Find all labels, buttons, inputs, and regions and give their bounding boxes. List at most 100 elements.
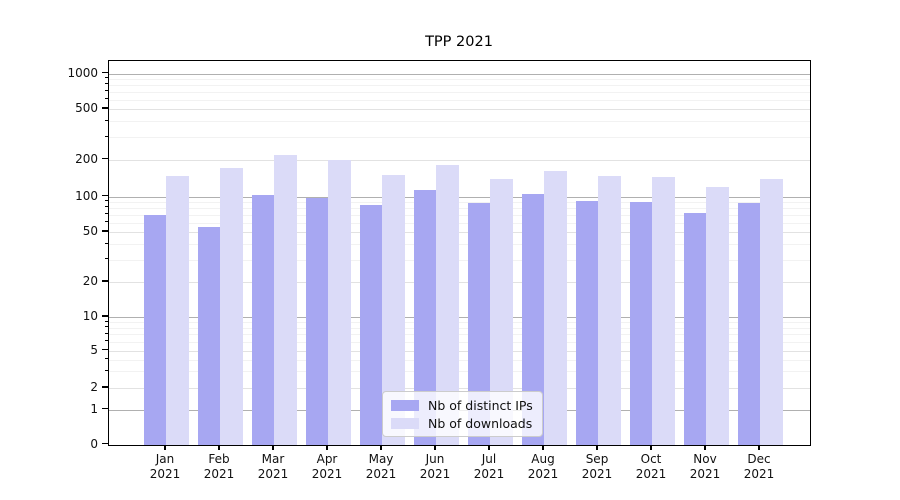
y-axis-minor-tick [104,77,108,79]
y-axis-label: 20 [82,274,98,288]
bar-downloads[interactable] [544,170,567,445]
y-axis-tick [101,157,108,160]
bar-downloads[interactable] [382,175,405,445]
y-axis-label: 1000 [67,65,98,80]
bar-distinct-ips[interactable] [143,214,166,445]
x-axis-tick [596,445,598,450]
bar-distinct-ips[interactable] [629,202,652,445]
x-axis-tick [542,445,544,450]
y-axis-minor-tick [104,135,108,137]
minor-gridline [109,214,810,216]
y-axis-minor-tick [104,98,108,100]
x-axis-tick [758,445,760,450]
x-axis-tick [434,445,436,450]
x-axis-label: Mar 2021 [257,452,289,481]
bar-downloads[interactable] [328,160,351,445]
gridline [109,388,810,389]
bar-distinct-ips[interactable] [575,200,598,445]
legend-item[interactable]: Nb of downloads [391,416,534,431]
bar-distinct-ips[interactable] [305,197,328,445]
legend-swatch-icon [391,399,419,411]
y-axis-minor-tick [104,242,108,244]
y-axis-label: 1 [90,401,98,416]
minor-gridline [109,371,810,373]
bar-downloads[interactable] [760,178,783,445]
x-axis-tick [650,445,652,450]
legend-label: Nb of distinct IPs [428,397,533,413]
bar-distinct-ips[interactable] [197,227,220,445]
y-axis-tick [101,348,108,351]
x-axis-label: Dec 2021 [743,452,775,481]
x-axis-tick [218,445,220,450]
y-axis-tick [101,194,108,197]
minor-gridline [109,121,810,123]
bar-distinct-ips[interactable] [467,203,490,445]
gridline [109,196,810,198]
bar-distinct-ips[interactable] [737,203,760,445]
minor-gridline [109,359,810,361]
bar-downloads[interactable] [490,179,513,445]
y-axis-minor-tick [104,258,108,260]
y-axis-minor-tick [104,332,108,334]
x-axis-label: Feb 2021 [203,452,235,481]
y-axis-label: 10 [82,309,98,323]
y-axis-label: 500 [75,101,98,115]
bar-downloads[interactable] [220,167,243,445]
minor-gridline [109,341,810,343]
y-axis-label: 2 [90,380,98,394]
minor-gridline [109,327,810,329]
x-axis-tick [272,445,274,450]
y-axis-minor-tick [104,221,108,223]
y-axis-label: 0 [90,436,98,451]
y-axis-minor-tick [104,369,108,371]
minor-gridline [109,334,810,336]
legend: Nb of distinct IPs Nb of downloads [382,391,543,437]
x-axis-label: Apr 2021 [311,452,343,481]
y-axis-minor-tick [104,206,108,208]
minor-gridline [109,137,810,139]
y-axis-label: 200 [75,151,98,166]
y-axis-minor-tick [104,340,108,342]
bar-downloads[interactable] [706,186,729,445]
y-axis-minor-tick [104,358,108,360]
bar-downloads[interactable] [598,176,621,445]
legend-item[interactable]: Nb of distinct IPs [391,398,534,413]
x-axis-tick [164,445,166,450]
x-axis-label: Jul 2021 [473,452,505,481]
y-axis-label: 5 [90,342,98,357]
bar-distinct-ips[interactable] [521,193,544,445]
plot-area [108,60,811,446]
bar-distinct-ips[interactable] [359,204,382,445]
y-axis-label: 100 [75,188,98,203]
minor-gridline [109,222,810,224]
bar-distinct-ips[interactable] [251,194,274,445]
legend-swatch-icon [391,417,419,429]
bar-downloads[interactable] [166,175,189,445]
y-axis-tick [101,71,108,74]
minor-gridline [109,244,810,246]
x-axis-tick [488,445,490,450]
x-axis-tick [326,445,328,450]
bar-downloads[interactable] [436,164,459,445]
gridline [109,317,810,319]
y-axis-minor-tick [104,320,108,322]
x-axis-tick [704,445,706,450]
y-axis-tick [101,280,108,282]
x-axis-label: May 2021 [365,452,397,481]
minor-gridline [109,84,810,86]
y-axis-label: 50 [82,224,98,238]
chart-title: TPP 2021 [425,34,493,50]
bar-downloads[interactable] [274,155,297,445]
bar-distinct-ips[interactable] [683,213,706,445]
y-axis-minor-tick [104,83,108,85]
minor-gridline [109,78,810,80]
y-axis-minor-tick [104,200,108,202]
bar-distinct-ips[interactable] [413,190,436,445]
x-axis-tick [380,445,382,450]
minor-gridline [109,259,810,261]
x-axis-label: Jan 2021 [149,452,181,481]
y-axis-tick [101,315,108,317]
minor-gridline [109,322,810,324]
bar-downloads[interactable] [652,177,675,445]
y-axis-minor-tick [104,213,108,215]
